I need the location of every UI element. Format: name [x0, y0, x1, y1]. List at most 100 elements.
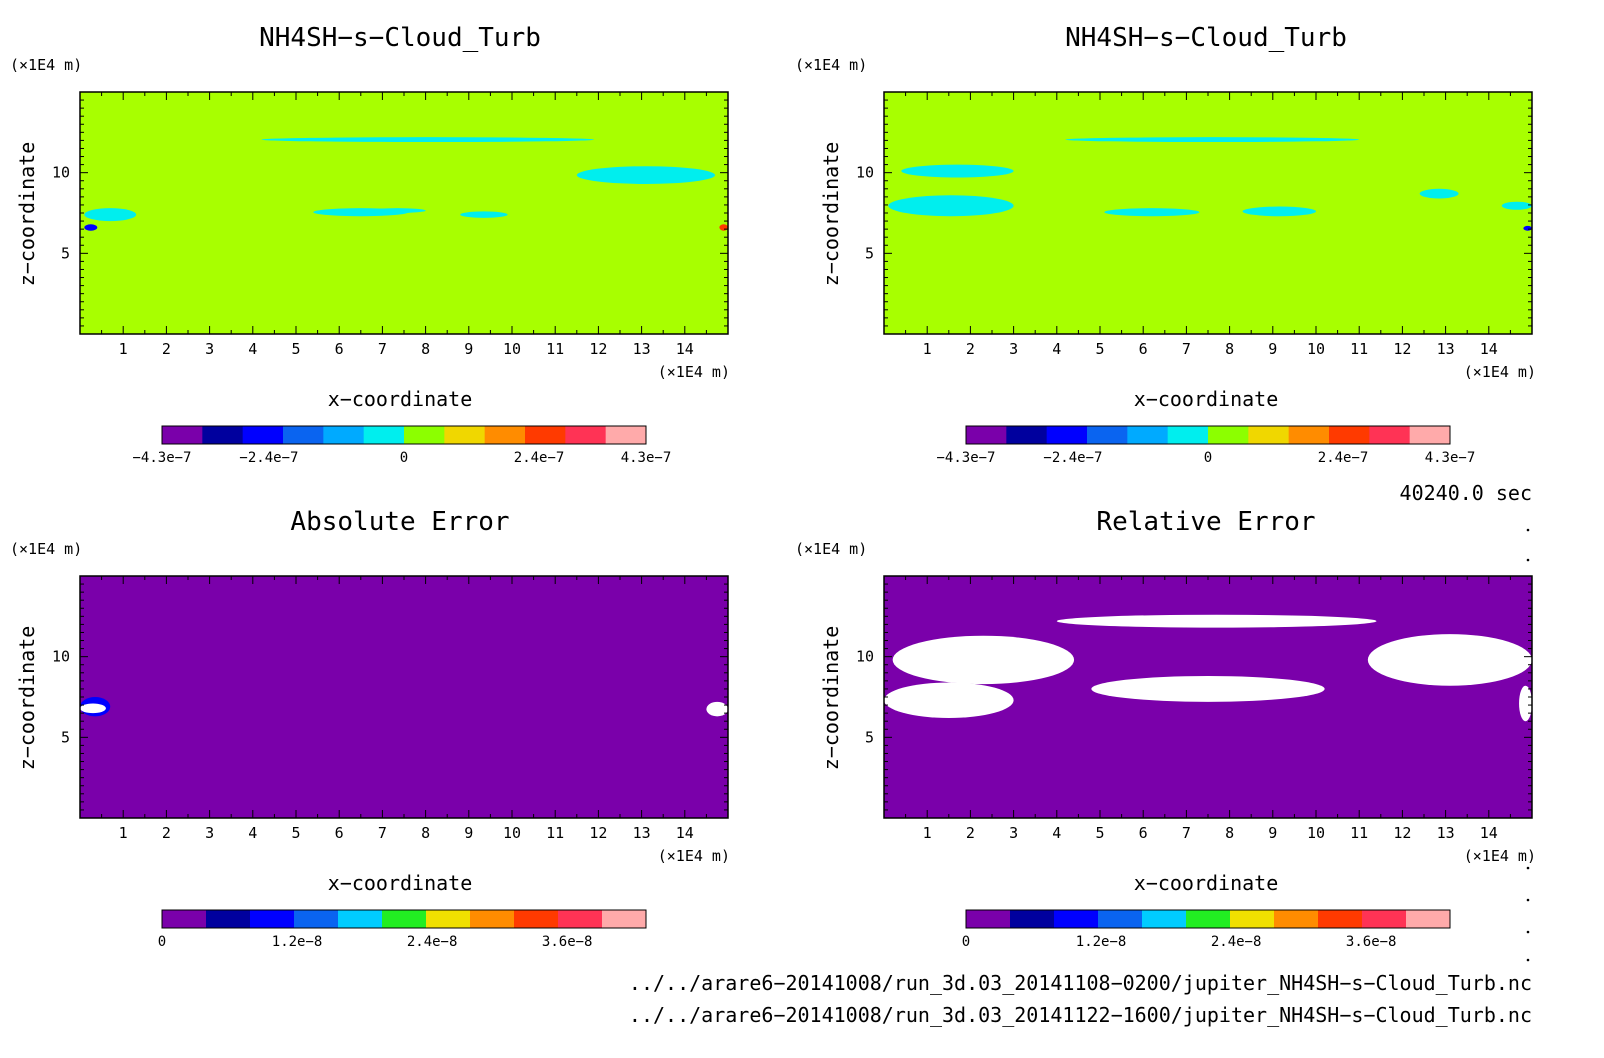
x-axis-label: x−coordinate	[1134, 387, 1279, 411]
x-tick-label: 14	[1480, 824, 1498, 842]
colorbar-swatch	[1054, 910, 1099, 928]
colorbar-frame	[161, 425, 647, 445]
x-tick-label: 3	[205, 824, 214, 842]
x-tick-label: 1	[923, 824, 932, 842]
colorbar-label: 2.4e−8	[407, 934, 458, 950]
x-tick-label: 13	[1437, 824, 1455, 842]
panel-bottom-right: Relative Error (×1E4 m) z−coordinate (×1…	[795, 507, 1536, 950]
colorbar-swatch	[1010, 910, 1055, 928]
colorbar-label: 3.6e−8	[1346, 934, 1397, 950]
panel-title: NH4SH−s−Cloud_Turb	[259, 23, 541, 53]
colorbar-frame	[965, 425, 1451, 445]
colorbar-swatch	[202, 426, 244, 444]
x-tick-label: 2	[966, 824, 975, 842]
x-tick-label: 11	[1350, 824, 1368, 842]
colorbar-label: 0	[158, 934, 166, 950]
x-tick-label: 1	[923, 340, 932, 358]
margin-dot	[1526, 930, 1530, 934]
x-tick-label: 8	[421, 340, 430, 358]
y-tick-label: 10	[856, 648, 874, 666]
plot-area	[80, 576, 728, 818]
colorbar-swatch	[605, 426, 647, 444]
colorbar-swatch	[338, 910, 383, 928]
colorbar-label: −4.3e−7	[132, 450, 191, 466]
colorbar-swatch	[966, 910, 1011, 928]
colorbar-swatch	[1288, 426, 1330, 444]
colorbar-swatch	[1248, 426, 1290, 444]
x-tick-label: 13	[633, 824, 651, 842]
x-tick-label: 13	[1437, 340, 1455, 358]
margin-dot	[1526, 958, 1530, 962]
colorbar-swatch	[1087, 426, 1128, 444]
colorbar-swatch	[470, 910, 515, 928]
contour-blob	[892, 635, 1075, 685]
colorbar-label: 0	[962, 934, 970, 950]
x-axis-unit: (×1E4 m)	[1464, 847, 1536, 865]
x-tick-label: 1	[119, 340, 128, 358]
colorbar-swatch	[525, 426, 566, 444]
x-tick-label: 5	[1095, 824, 1104, 842]
x-tick-label: 10	[503, 824, 521, 842]
x-axis-unit: (×1E4 m)	[658, 847, 730, 865]
x-tick-label: 13	[633, 340, 651, 358]
colorbar-label: 4.3e−7	[621, 450, 672, 466]
panel-top-right: NH4SH−s−Cloud_Turb (×1E4 m) z−coordinate…	[795, 23, 1536, 466]
x-tick-label: 8	[1225, 824, 1234, 842]
contour-blob	[884, 682, 1014, 718]
contour-spot	[706, 701, 728, 717]
contour-band	[1104, 208, 1200, 217]
x-tick-label: 5	[1095, 340, 1104, 358]
x-tick-label: 14	[676, 340, 694, 358]
x-tick-label: 5	[291, 824, 300, 842]
colorbar-swatch	[1362, 910, 1407, 928]
colorbar-swatch	[1369, 426, 1411, 444]
colorbar-swatch	[1230, 910, 1275, 928]
colorbar-swatch	[1409, 426, 1451, 444]
x-axis-label: x−coordinate	[328, 387, 473, 411]
colorbar-swatch	[404, 426, 445, 444]
colorbar-swatch	[444, 426, 486, 444]
contour-band	[261, 137, 595, 143]
x-tick-label: 4	[248, 824, 257, 842]
colorbar-label: 0	[1204, 450, 1212, 466]
time-label: 40240.0 sec	[1400, 481, 1532, 505]
file-path-2: ../../arare6−20141008/run_3d.03_20141122…	[629, 1003, 1532, 1027]
colorbar-swatch	[484, 426, 526, 444]
colorbar-swatch	[162, 910, 207, 928]
colorbar-label: −4.3e−7	[936, 450, 995, 466]
colorbar-label: 2.4e−7	[514, 450, 565, 466]
y-axis-label: z−coordinate	[15, 626, 39, 771]
colorbar-label: −2.4e−7	[239, 450, 298, 466]
x-tick-label: 11	[1350, 340, 1368, 358]
margin-dots	[1526, 528, 1530, 962]
colorbar-swatch	[1406, 910, 1451, 928]
panel-top-left: NH4SH−s−Cloud_Turb (×1E4 m) z−coordinate…	[10, 23, 730, 466]
colorbar-swatch	[1329, 426, 1370, 444]
x-tick-label: 3	[205, 340, 214, 358]
y-axis-label: z−coordinate	[819, 142, 843, 287]
x-tick-label: 5	[291, 340, 300, 358]
x-tick-label: 1	[119, 824, 128, 842]
colorbar-swatch	[1186, 910, 1231, 928]
colorbar-swatch	[283, 426, 324, 444]
colorbar-swatch	[1006, 426, 1048, 444]
x-tick-label: 6	[1139, 340, 1148, 358]
x-tick-label: 12	[589, 824, 607, 842]
x-tick-label: 6	[335, 340, 344, 358]
colorbar-swatch	[602, 910, 647, 928]
x-tick-label: 9	[1268, 340, 1277, 358]
colorbar-swatch	[206, 910, 251, 928]
file-path-1: ../../arare6−20141008/run_3d.03_20141108…	[629, 971, 1532, 995]
x-tick-label: 7	[1182, 824, 1191, 842]
contour-band	[888, 195, 1014, 217]
colorbar-swatch	[1127, 426, 1169, 444]
colorbar-swatch	[162, 426, 203, 444]
panel-bottom-left: Absolute Error (×1E4 m) z−coordinate (×1…	[10, 507, 730, 950]
x-tick-label: 2	[966, 340, 975, 358]
colorbar-label: 1.2e−8	[272, 934, 323, 950]
colorbar-swatch	[966, 426, 1007, 444]
y-axis-unit: (×1E4 m)	[10, 540, 82, 558]
colorbar-swatch	[1046, 426, 1088, 444]
x-tick-label: 12	[1393, 824, 1411, 842]
